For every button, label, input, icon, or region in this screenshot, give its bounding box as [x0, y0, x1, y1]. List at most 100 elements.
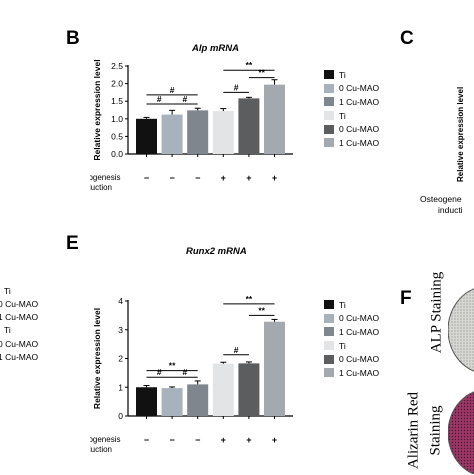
alizarin-label: Alizarin Red Staining	[398, 392, 452, 472]
alizarin-well-image	[448, 391, 474, 474]
significance-label: #	[234, 345, 239, 355]
significance-label: #	[170, 85, 175, 95]
y-axis-label: Relative expression level	[92, 59, 102, 160]
x-tick-label: +	[272, 435, 277, 445]
y-tick-label: 2.5	[111, 61, 123, 71]
significance-label: **	[246, 60, 253, 70]
legend-b-item: 1 Cu-MAO	[324, 95, 379, 109]
legend-swatch	[324, 70, 334, 80]
significance-label: #	[183, 94, 188, 104]
chart-b-alp-mrna: 0.0 0.5 1.0 1.5 2.0 2.5 Relative expression le…	[90, 59, 293, 192]
bar	[161, 388, 183, 416]
significance-label: **	[258, 305, 265, 315]
legend-b-item: Ti	[324, 68, 379, 82]
x-tick-label: +	[272, 173, 277, 183]
alizarin-label-line2: Staining	[427, 405, 444, 456]
legend-e-item: 1 Cu-MAO	[324, 325, 379, 339]
legend-swatch	[324, 313, 334, 323]
panel-c-xlabel-2: inducti	[438, 205, 463, 215]
significance-label: #	[183, 367, 188, 377]
x-tick-label: +	[221, 173, 226, 183]
bar	[187, 110, 209, 154]
legend-label: Ti	[339, 340, 346, 351]
bar	[136, 118, 157, 154]
left-fragment-5: 0 Cu-MAO	[0, 339, 39, 349]
chart-e-title: Runx2 mRNA	[186, 246, 247, 257]
legend-label: 1 Cu-MAO	[339, 96, 380, 107]
y-tick-label: 4	[118, 296, 123, 306]
legend-b: Ti 0 Cu-MAO 1 Cu-MAO Ti 0 Cu-MAO 1 Cu-MA…	[324, 68, 379, 150]
legend-swatch	[324, 354, 334, 364]
legend-swatch	[324, 111, 334, 121]
legend-swatch	[324, 138, 334, 148]
left-fragment-3: 1 Cu-MAO	[0, 312, 39, 322]
alp-staining-label: ALP Staining	[428, 271, 445, 354]
x-tick-label: −	[169, 173, 174, 183]
legend-label: 1 Cu-MAO	[339, 367, 380, 378]
bar	[136, 387, 157, 416]
x-tick-label: +	[221, 435, 226, 445]
x-axis-label-line2: induction	[90, 445, 112, 454]
legend-label: Ti	[339, 110, 346, 121]
legend-label: 0 Cu-MAO	[339, 124, 380, 135]
legend-e-item: 1 Cu-MAO	[324, 366, 379, 380]
x-tick-label: −	[195, 435, 200, 445]
legend-b-item: 0 Cu-MAO	[324, 122, 379, 136]
panel-c-ylabel: Relative expression level	[456, 86, 465, 182]
x-tick-label: −	[195, 173, 200, 183]
significance-label: #	[157, 94, 162, 104]
legend-label: 1 Cu-MAO	[339, 326, 380, 337]
staining-wells	[448, 288, 474, 474]
left-fragment-1: Ti	[4, 286, 11, 296]
legend-e: Ti 0 Cu-MAO 1 Cu-MAO Ti 0 Cu-MAO 1 Cu-MA…	[324, 298, 379, 380]
legend-swatch	[324, 368, 334, 378]
chart-e-runx2-mrna: 0 1 2 3 4 Relative expression level − − − + + + Oste…	[90, 294, 293, 454]
x-tick-label: +	[246, 173, 251, 183]
x-axis-label-line1: Osteogenesis	[90, 173, 120, 182]
y-tick-label: 0.0	[111, 149, 123, 159]
legend-label: Ti	[339, 299, 346, 310]
panel-letter-b: B	[66, 28, 80, 49]
legend-swatch	[324, 124, 334, 134]
x-axis-label-line1: Osteogenesis	[90, 435, 120, 444]
bar	[264, 321, 285, 416]
bar	[238, 363, 260, 416]
x-tick-label: −	[144, 435, 149, 445]
significance-label: **	[169, 361, 176, 371]
y-tick-label: 1.0	[111, 114, 123, 124]
bar	[212, 111, 234, 154]
bar	[212, 363, 234, 416]
x-axis-label-line2: induction	[90, 183, 112, 192]
legend-b-item: 0 Cu-MAO	[324, 82, 379, 96]
legend-e-item: Ti	[324, 298, 379, 312]
legend-swatch	[324, 300, 334, 310]
legend-label: 0 Cu-MAO	[339, 313, 380, 324]
panel-letter-f: F	[400, 288, 412, 309]
y-tick-label: 2.0	[111, 79, 123, 89]
panel-letter-e: E	[66, 233, 79, 254]
legend-label: 0 Cu-MAO	[339, 83, 380, 94]
left-fragment-2: 0 Cu-MAO	[0, 299, 39, 309]
panel-letter-c: C	[400, 28, 414, 49]
bar	[264, 84, 285, 154]
legend-label: Ti	[339, 69, 346, 80]
alp-well-image	[448, 288, 474, 372]
significance-label: **	[258, 68, 265, 78]
y-tick-label: 2	[118, 354, 123, 364]
chart-b-title: Alp mRNA	[192, 43, 239, 54]
left-fragment-6: 1 Cu-MAO	[0, 352, 39, 362]
legend-swatch	[324, 341, 334, 351]
panel-c-xlabel-1: Osteogene	[420, 194, 462, 204]
legend-label: 1 Cu-MAO	[339, 137, 380, 148]
y-tick-label: 1.5	[111, 96, 123, 106]
alizarin-label-line1: Alizarin Red	[405, 391, 422, 470]
legend-e-item: 0 Cu-MAO	[324, 312, 379, 326]
legend-swatch	[324, 97, 334, 107]
legend-swatch	[324, 83, 334, 93]
bar	[238, 98, 260, 154]
y-tick-label: 1	[118, 382, 123, 392]
left-fragment-4: Ti	[4, 325, 11, 335]
legend-b-item: Ti	[324, 109, 379, 123]
legend-swatch	[324, 327, 334, 337]
x-tick-label: −	[144, 173, 149, 183]
